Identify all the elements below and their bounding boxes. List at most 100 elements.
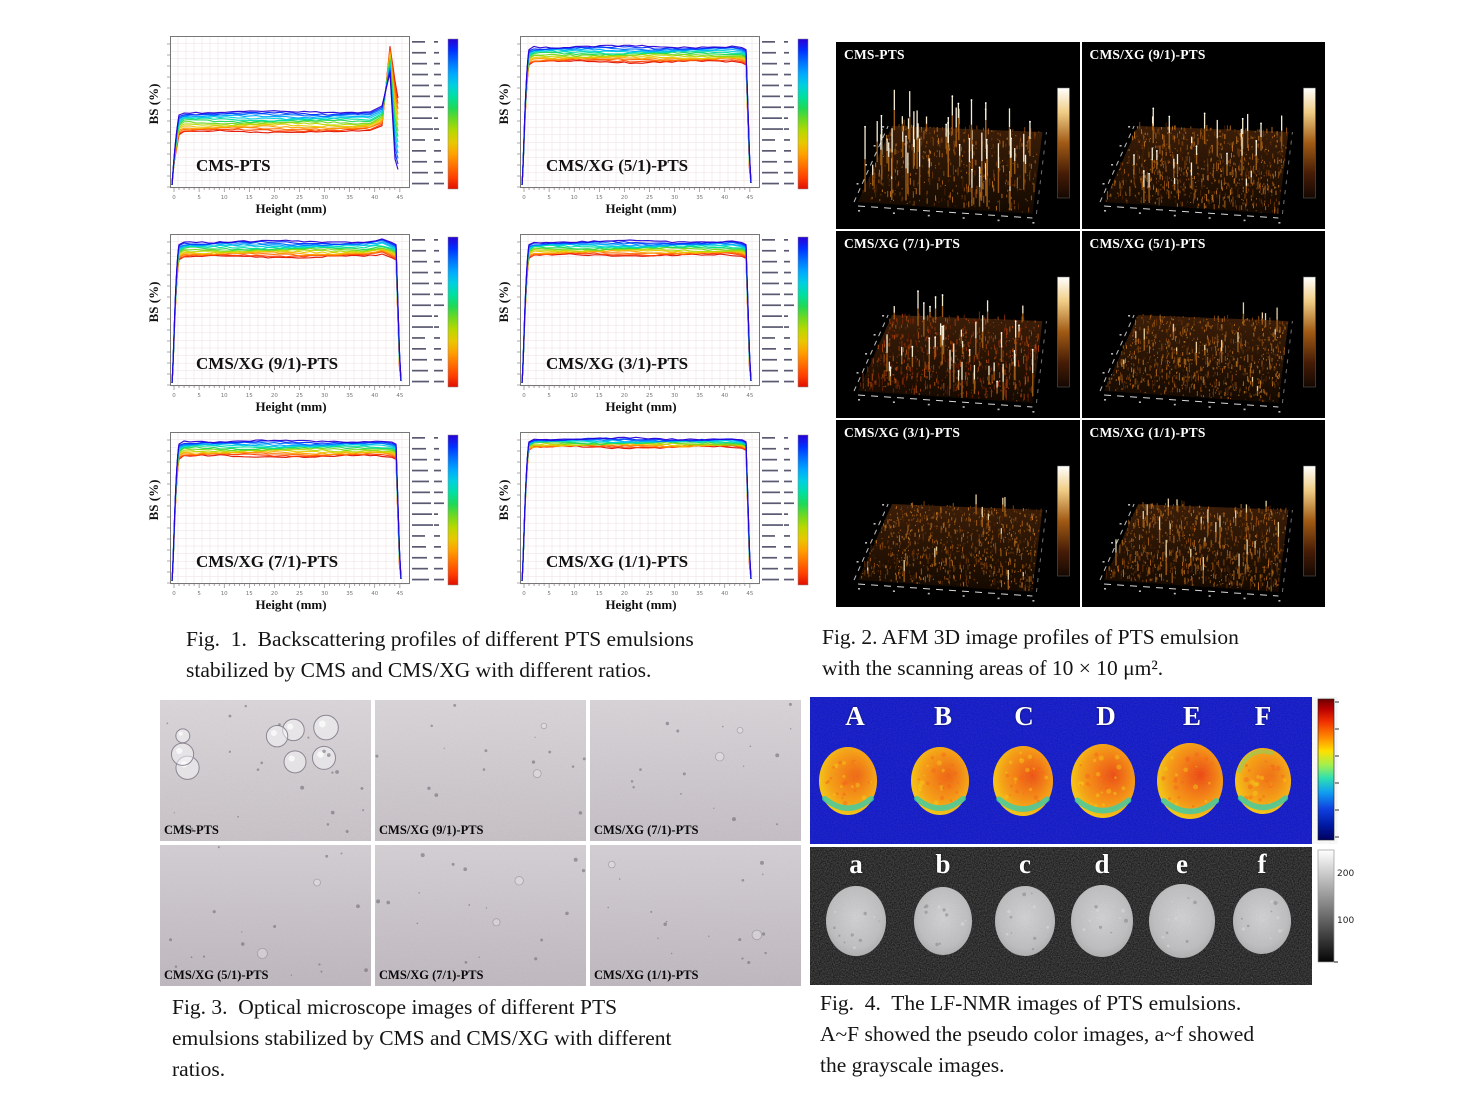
svg-text:40: 40 xyxy=(371,195,378,201)
svg-text:10: 10 xyxy=(221,393,228,399)
svg-text:15: 15 xyxy=(596,393,603,399)
svg-text:45: 45 xyxy=(746,195,753,201)
svg-text:25: 25 xyxy=(646,195,653,201)
svg-text:5: 5 xyxy=(547,591,551,597)
fig1-plot-label: CMS/XG (7/1)-PTS xyxy=(196,552,339,571)
fig1-plot-label: CMS-PTS xyxy=(196,156,271,175)
fig4-sample-letter: F xyxy=(1254,701,1272,731)
svg-text:25: 25 xyxy=(296,393,303,399)
svg-text:10: 10 xyxy=(221,591,228,597)
fig1-caption: Fig. 1. Backscattering profiles of diffe… xyxy=(186,627,694,682)
fig1-subplot: BS (%) 0 5 10 15 20 25 30 35 40 45 CMS/XG (9/1)-P… xyxy=(140,228,488,425)
fig1-plot-area: 0 5 10 15 20 25 30 35 40 45 xyxy=(517,234,760,399)
fig1-scan-time-legend xyxy=(762,38,809,190)
svg-text:5: 5 xyxy=(197,591,201,597)
fig1-xaxis-label: Height (mm) xyxy=(255,201,327,216)
svg-text:15: 15 xyxy=(246,195,253,201)
fig1-plot-label: CMS/XG (3/1)-PTS xyxy=(546,354,689,373)
svg-text:15: 15 xyxy=(596,591,603,597)
fig4-sample-letter: b xyxy=(935,849,951,879)
fig1-xaxis-label: Height (mm) xyxy=(605,399,677,414)
svg-text:0: 0 xyxy=(522,195,526,201)
fig1-scan-time-legend xyxy=(412,236,459,388)
svg-text:20: 20 xyxy=(621,195,628,201)
fig3-panel-label: CMS/XG (7/1)-PTS xyxy=(379,968,484,982)
svg-text:30: 30 xyxy=(321,591,328,597)
svg-text:35: 35 xyxy=(696,591,703,597)
fig3-panel-label: CMS/XG (1/1)-PTS xyxy=(594,968,699,982)
fig1-xaxis-label: Height (mm) xyxy=(605,201,677,216)
svg-text:20: 20 xyxy=(621,591,628,597)
svg-text:10: 10 xyxy=(571,195,578,201)
fig1-plot-label: CMS/XG (9/1)-PTS xyxy=(196,354,339,373)
svg-text:0: 0 xyxy=(522,591,526,597)
svg-text:15: 15 xyxy=(596,195,603,201)
svg-text:0: 0 xyxy=(172,591,176,597)
svg-text:40: 40 xyxy=(371,591,378,597)
afm-3d-surface xyxy=(1081,42,1325,229)
fig1-scan-time-legend xyxy=(762,236,809,388)
fig4-sample-letter: c xyxy=(1019,849,1031,879)
fig1-subplot: BS (%) 0 5 10 15 20 25 30 35 40 45 CMS/XG (5/1)-P… xyxy=(490,30,838,227)
svg-text:20: 20 xyxy=(271,195,278,201)
svg-text:45: 45 xyxy=(396,393,403,399)
svg-text:30: 30 xyxy=(671,195,678,201)
fig3-panel: CMS-PTS xyxy=(160,700,371,841)
fig1-plot-label: CMS/XG (1/1)-PTS xyxy=(546,552,689,571)
micrograph-image xyxy=(590,700,801,841)
svg-text:5: 5 xyxy=(547,393,551,399)
svg-text:35: 35 xyxy=(696,195,703,201)
svg-text:15: 15 xyxy=(246,393,253,399)
fig3-microscope-grid: CMS-PTS CMS/XG (9/1)-PTS CMS/XG (7/1)-PT… xyxy=(160,700,801,986)
svg-text:10: 10 xyxy=(571,393,578,399)
fig2-panel: CMS/XG (7/1)-PTS xyxy=(836,231,1080,418)
fig1-xaxis-label: Height (mm) xyxy=(605,597,677,612)
fig1-xaxis-label: Height (mm) xyxy=(255,399,327,414)
micrograph-image xyxy=(375,700,586,841)
fig2-panel-label: CMS/XG (7/1)-PTS xyxy=(844,236,961,251)
svg-text:25: 25 xyxy=(296,591,303,597)
fig1-subplot: BS (%) 0 5 10 15 20 25 30 35 40 45 CMS/XG (7/1)-P… xyxy=(140,426,488,623)
svg-text:45: 45 xyxy=(396,195,403,201)
svg-text:30: 30 xyxy=(321,393,328,399)
fig2-panel-label: CMS/XG (9/1)-PTS xyxy=(1089,47,1206,62)
fig3-panel-label: CMS/XG (5/1)-PTS xyxy=(164,968,269,982)
micrograph-image xyxy=(160,700,371,841)
fig1-plot-label: CMS/XG (5/1)-PTS xyxy=(546,156,689,175)
micrograph-image xyxy=(590,845,801,986)
fig3-panel-label: CMS/XG (9/1)-PTS xyxy=(379,823,484,837)
svg-text:0: 0 xyxy=(172,393,176,399)
svg-text:5: 5 xyxy=(197,393,201,399)
fig1-scan-time-legend xyxy=(412,434,459,586)
fig4-sample-letter: a xyxy=(849,849,863,879)
svg-text:40: 40 xyxy=(371,393,378,399)
fig1-subplot: BS (%) 0 5 10 15 20 25 30 35 40 45 CMS-PTS Height… xyxy=(140,30,488,227)
svg-text:30: 30 xyxy=(321,195,328,201)
fig4-sample-letter: E xyxy=(1182,701,1202,731)
svg-text:25: 25 xyxy=(646,591,653,597)
svg-text:25: 25 xyxy=(646,393,653,399)
svg-text:45: 45 xyxy=(396,591,403,597)
micrograph-image xyxy=(160,845,371,986)
colorbar-tick-label: 200 xyxy=(1337,869,1355,879)
fig2-panel: CMS-PTS xyxy=(836,42,1080,229)
svg-text:30: 30 xyxy=(671,393,678,399)
fig3-panel: CMS/XG (9/1)-PTS xyxy=(375,700,586,841)
fig1-backscattering-grid: BS (%) 0 5 10 15 20 25 30 35 40 45 CMS-PTS Height… xyxy=(140,30,838,623)
fig1-plot-area: 0 5 10 15 20 25 30 35 40 45 xyxy=(167,234,410,399)
svg-text:0: 0 xyxy=(172,195,176,201)
fig3-panel: CMS/XG (1/1)-PTS xyxy=(590,845,801,986)
svg-text:35: 35 xyxy=(346,195,353,201)
svg-text:10: 10 xyxy=(571,591,578,597)
fig2-panel-label: CMS-PTS xyxy=(844,47,905,62)
svg-text:5: 5 xyxy=(547,195,551,201)
fig3-caption: Fig. 3. Optical microscope images of dif… xyxy=(172,995,672,1081)
svg-text:35: 35 xyxy=(346,591,353,597)
fig1-scan-time-legend xyxy=(762,434,809,586)
fig4-lfnmr: A B C D E F a b c d e f 200 100 xyxy=(810,697,1354,985)
fig2-panel: CMS/XG (9/1)-PTS xyxy=(1081,42,1325,229)
svg-text:30: 30 xyxy=(671,591,678,597)
fig2-panel: CMS/XG (1/1)-PTS xyxy=(1081,420,1325,607)
svg-text:10: 10 xyxy=(221,195,228,201)
